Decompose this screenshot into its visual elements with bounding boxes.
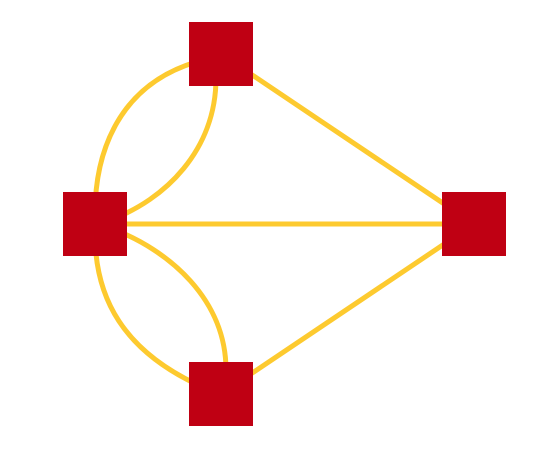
edge-left-bottom-inner (107, 225, 229, 373)
nodes-layer (63, 22, 506, 426)
edge-left-bottom-outer (92, 231, 199, 387)
edges-layer (92, 51, 477, 397)
edge-bottom-right-straight (218, 221, 477, 397)
edge-top-left-outer (92, 59, 199, 217)
node-left (63, 192, 127, 256)
node-right (442, 192, 506, 256)
node-bottom (189, 362, 253, 426)
edge-top-left-inner (107, 75, 219, 223)
edge-top-right-straight (218, 51, 477, 227)
node-top (189, 22, 253, 86)
